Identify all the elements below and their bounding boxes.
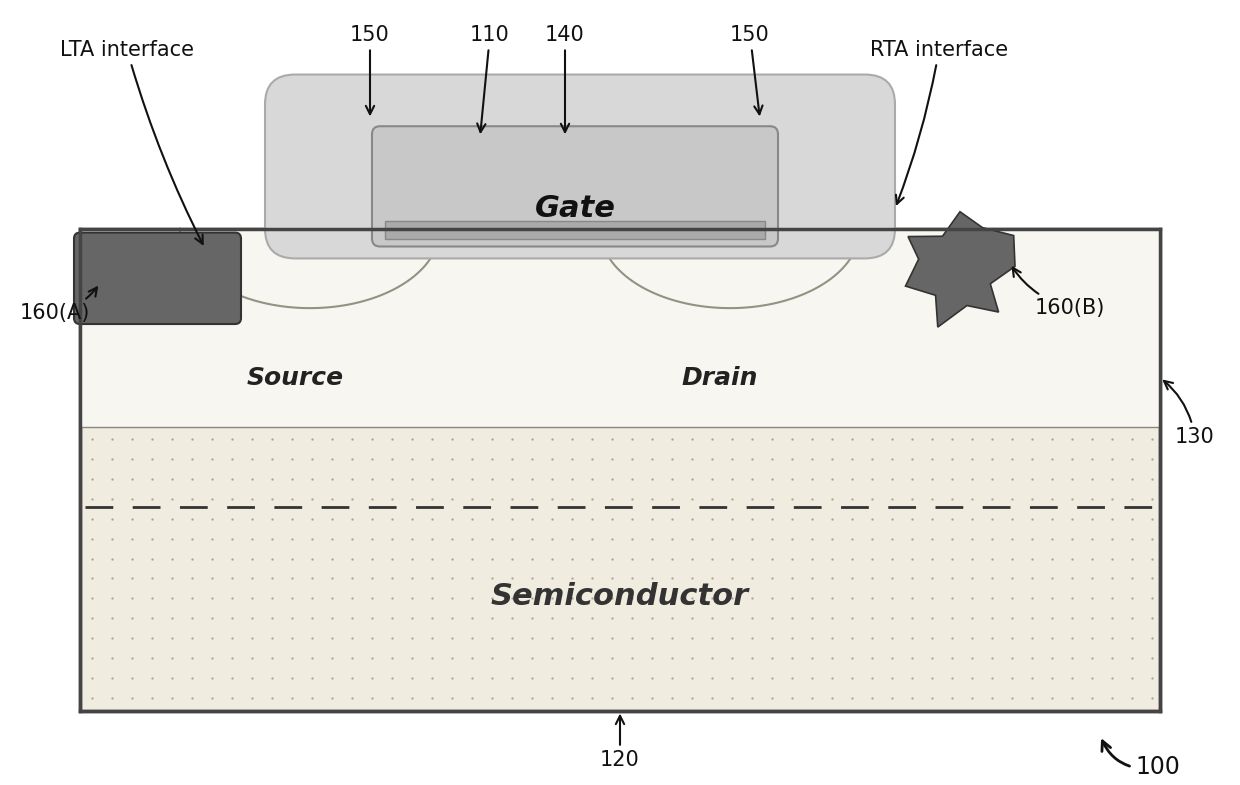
Text: 140: 140	[546, 25, 585, 132]
FancyBboxPatch shape	[372, 126, 777, 246]
Text: Drain: Drain	[682, 366, 758, 389]
Text: 150: 150	[730, 25, 770, 114]
Text: LTA interface: LTA interface	[60, 39, 202, 244]
Bar	[81, 228, 1159, 427]
Text: Gate: Gate	[534, 194, 615, 223]
Bar	[384, 221, 765, 239]
Text: Semiconductor: Semiconductor	[491, 582, 749, 611]
Bar	[81, 228, 1159, 710]
Text: 130: 130	[1164, 381, 1215, 447]
Text: 110: 110	[470, 25, 510, 132]
Text: 100: 100	[1102, 741, 1180, 780]
FancyBboxPatch shape	[265, 75, 895, 258]
Text: Source: Source	[247, 366, 343, 389]
Text: 120: 120	[600, 716, 640, 770]
FancyBboxPatch shape	[74, 232, 241, 324]
Text: RTA interface: RTA interface	[870, 39, 1008, 204]
Text: 150: 150	[350, 25, 389, 114]
Polygon shape	[905, 212, 1016, 327]
Text: 160(A): 160(A)	[20, 287, 97, 323]
Text: 160(B): 160(B)	[1013, 268, 1105, 318]
